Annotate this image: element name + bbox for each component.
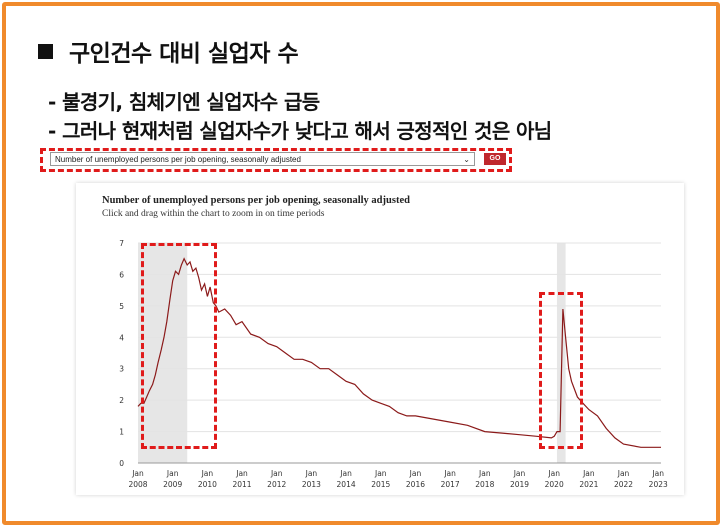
y-tick-label: 2 [119,396,124,405]
x-tick-year: 2012 [267,480,286,489]
x-tick-month: Jan [374,469,387,478]
x-tick-year: 2018 [475,480,494,489]
x-tick-month: Jan [547,469,560,478]
x-tick-year: 2020 [545,480,564,489]
slide-heading: 구인건수 대비 실업자 수 [38,34,299,68]
x-tick-year: 2013 [302,480,321,489]
x-tick-month: Jan [582,469,595,478]
y-tick-label: 7 [119,239,124,248]
series-select[interactable]: Number of unemployed persons per job ope… [50,152,475,166]
x-tick-month: Jan [305,469,318,478]
x-tick-year: 2014 [337,480,356,489]
y-tick-label: 1 [119,428,124,437]
x-tick-month: Jan [478,469,491,478]
chart-subtitle: Click and drag within the chart to zoom … [102,209,325,219]
series-line-0 [137,257,661,448]
x-tick-month: Jan [270,469,283,478]
x-tick-year: 2021 [579,480,598,489]
x-tick-month: Jan [131,469,144,478]
square-bullet-icon [38,43,53,59]
x-tick-month: Jan [617,469,630,478]
x-tick-month: Jan [235,469,248,478]
x-tick-year: 2019 [510,480,529,489]
x-tick-year: 2008 [128,480,147,489]
x-tick-year: 2023 [649,480,668,489]
x-tick-month: Jan [166,469,179,478]
x-tick-month: Jan [443,469,456,478]
x-tick-year: 2011 [232,480,251,489]
x-tick-month: Jan [409,469,422,478]
x-tick-year: 2015 [371,480,390,489]
selector-highlight-box [40,148,512,172]
recession-band-0 [138,243,188,463]
chevron-down-icon: ⌄ [463,155,470,164]
recession-band-1 [556,243,566,463]
x-tick-month: Jan [651,469,664,478]
y-tick-label: 3 [119,365,124,374]
covid-2020-highlight-box [539,292,583,449]
line-chart[interactable]: 0 1 2 3 4 5 6 7 Jan 2008 Jan 2009 Jan 2010 Jan 2011 Jan 2… [76,183,684,495]
go-button[interactable]: GO [484,153,506,165]
x-tick-month: Jan [339,469,352,478]
x-tick-year: 2017 [441,480,460,489]
slide-heading-text: 구인건수 대비 실업자 수 [69,41,299,67]
y-tick-label: 5 [119,302,124,311]
bullet-point-1: - 불경기, 침체기엔 실업자수 급등 [48,90,320,114]
series-select-value: Number of unemployed persons per job ope… [55,155,301,164]
y-tick-label: 6 [119,270,124,279]
x-tick-month: Jan [201,469,214,478]
x-tick-year: 2010 [198,480,217,489]
x-tick-year: 2016 [406,480,425,489]
x-tick-year: 2009 [163,480,182,489]
recession-2008-highlight-box [141,243,217,449]
series-selector-bar: Number of unemployed persons per job ope… [42,150,512,170]
y-tick-label: 4 [119,333,124,342]
x-tick-month: Jan [513,469,526,478]
y-tick-label: 0 [119,459,124,468]
bullet-point-2: - 그러나 현재처럼 실업자수가 낮다고 해서 긍정적인 것은 아님 [48,119,552,143]
chart-title: Number of unemployed persons per job ope… [102,195,410,206]
x-tick-year: 2022 [614,480,633,489]
